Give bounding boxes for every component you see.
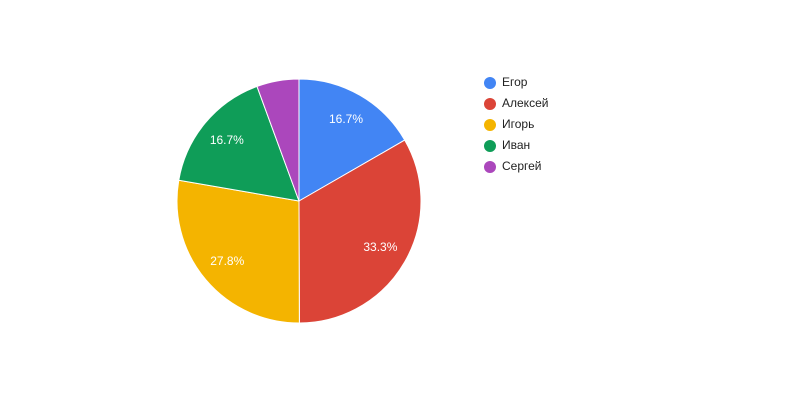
legend-marker: [484, 140, 496, 152]
legend-marker: [484, 77, 496, 89]
pie-slice: [298, 78, 406, 202]
legend-marker: [484, 98, 496, 110]
slice-label: 27.8%: [210, 254, 244, 268]
legend-label: Сергей: [502, 159, 542, 173]
legend-label: Игорь: [502, 117, 534, 131]
slice-label: 16.7%: [329, 112, 363, 126]
legend-marker: [484, 119, 496, 131]
pie-slice: [178, 85, 300, 202]
legend-label: Иван: [502, 138, 530, 152]
legend-marker: [484, 161, 496, 173]
pie-slice: [256, 78, 300, 202]
slice-label: 33.3%: [363, 240, 397, 254]
slice-label: 16.7%: [210, 133, 244, 147]
legend-label: Егор: [502, 75, 528, 89]
pie-slice: [176, 179, 300, 324]
pie-slice: [298, 139, 422, 324]
legend-label: Алексей: [502, 96, 548, 110]
